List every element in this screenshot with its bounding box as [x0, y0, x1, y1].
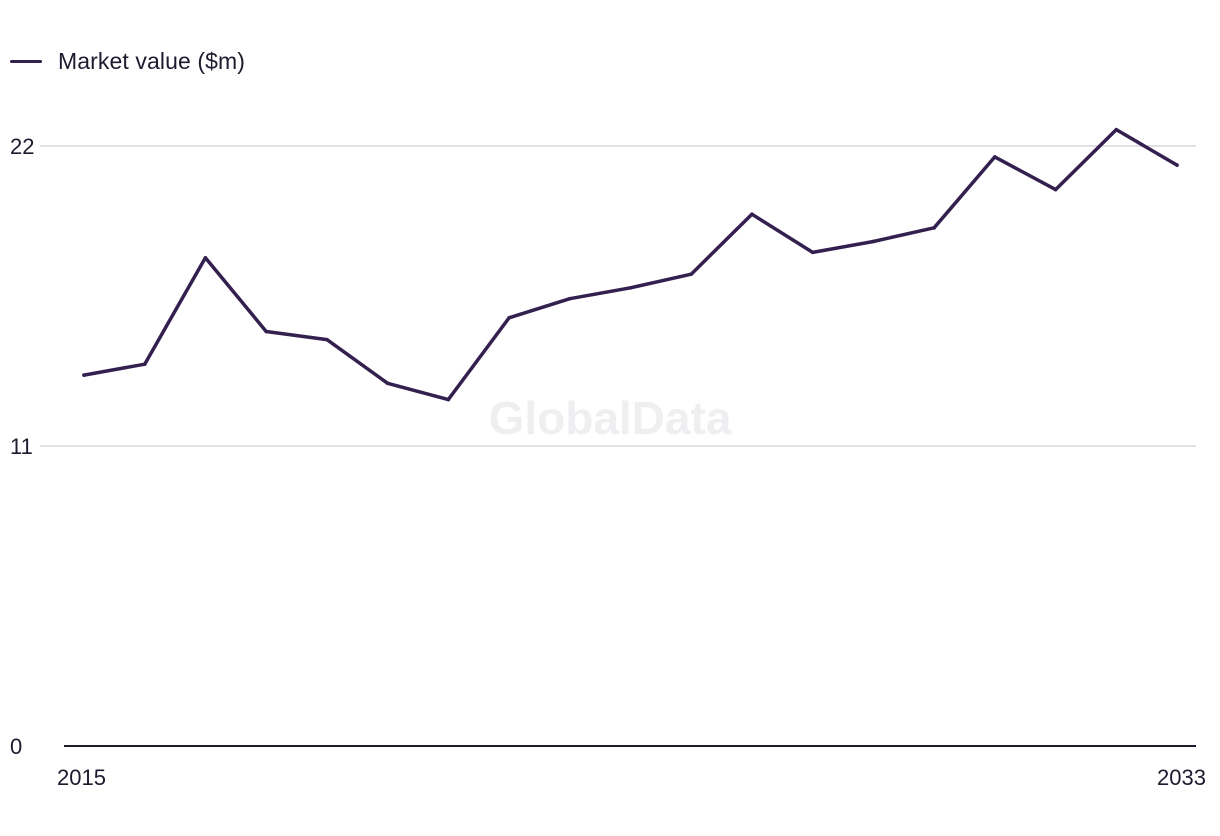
data-point — [810, 250, 815, 255]
data-point — [871, 239, 876, 244]
data-point — [203, 256, 208, 260]
data-point — [1053, 187, 1058, 192]
data-point — [264, 329, 268, 334]
data-point — [507, 316, 511, 320]
legend-swatch — [10, 59, 42, 63]
data-points — [82, 127, 1179, 402]
data-point — [567, 296, 572, 301]
data-point — [689, 272, 694, 276]
y-tick-label: 11 — [10, 434, 33, 459]
data-point — [932, 226, 936, 230]
watermark: GlobalData — [489, 392, 732, 444]
gridlines — [40, 145, 1196, 447]
data-point — [628, 286, 633, 290]
y-tick-labels: 0 11 22 — [10, 134, 34, 759]
legend-label: Market value ($m) — [58, 47, 246, 74]
y-tick-label: 0 — [10, 734, 22, 759]
data-point — [325, 337, 329, 342]
legend: Market value ($m) — [10, 46, 245, 76]
series-lines — [82, 127, 1179, 402]
series-line — [82, 127, 1179, 402]
data-point — [1114, 127, 1119, 132]
data-point — [385, 381, 390, 386]
data-point — [82, 373, 86, 377]
x-tick-label: 2015 — [57, 765, 106, 790]
x-tick-label: 2033 — [1157, 765, 1206, 790]
data-point — [1175, 163, 1179, 167]
data-point — [446, 397, 451, 402]
y-tick-label: 22 — [10, 134, 34, 159]
data-point — [750, 212, 754, 216]
data-point — [142, 362, 147, 366]
x-tick-labels: 2015 2033 — [57, 765, 1206, 790]
data-point — [993, 155, 997, 159]
